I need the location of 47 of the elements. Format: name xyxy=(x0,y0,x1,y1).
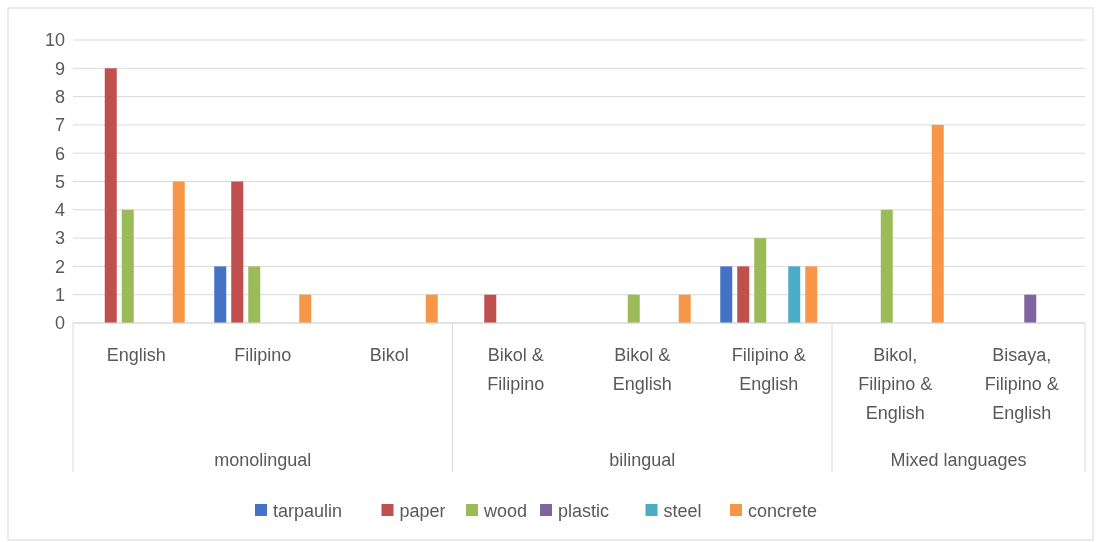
x-tick-label: English xyxy=(106,345,166,365)
legend-label: tarpaulin xyxy=(273,501,343,522)
y-tick-label: 6 xyxy=(54,143,65,164)
y-tick-label: 10 xyxy=(44,30,65,51)
x-tick-label: Bikol, Filipino & English xyxy=(858,345,933,423)
y-tick-label: 7 xyxy=(54,115,65,136)
y-tick-label: 8 xyxy=(54,86,65,107)
text: bilingual xyxy=(609,450,676,470)
bar xyxy=(104,68,117,323)
legend-label: wood xyxy=(483,501,528,522)
bar xyxy=(627,294,640,323)
bar xyxy=(214,266,227,323)
y-tick-label: 4 xyxy=(54,200,65,221)
bar xyxy=(754,238,767,323)
bar xyxy=(931,124,944,323)
x-tick-label: Bikol & Filipino xyxy=(487,345,545,394)
legend-label: concrete xyxy=(748,501,818,522)
bar xyxy=(805,266,818,323)
text: monolingual xyxy=(214,450,312,470)
bar xyxy=(788,266,801,323)
y-tick-label: 9 xyxy=(54,58,65,79)
bar xyxy=(1024,294,1037,323)
bar xyxy=(720,266,733,323)
bar xyxy=(880,209,893,323)
y-tick-label: 5 xyxy=(54,171,65,192)
text: Mixed languages xyxy=(890,450,1027,470)
bar xyxy=(737,266,750,323)
x-tick-label: Bikol xyxy=(369,345,409,365)
bar xyxy=(172,181,185,323)
bar xyxy=(425,294,438,323)
y-tick-label: 2 xyxy=(54,256,65,277)
legend-label: plastic xyxy=(558,501,610,522)
x-tick-label: Bisaya, Filipino & English xyxy=(984,345,1059,423)
x-tick-label: Filipino & English xyxy=(731,345,806,394)
y-tick-label: 1 xyxy=(54,285,65,305)
bar xyxy=(299,294,312,323)
bar xyxy=(231,181,244,323)
legend-label: paper xyxy=(399,501,446,522)
y-tick-label: 0 xyxy=(54,313,65,334)
bar xyxy=(121,209,134,323)
x-tick-label: Filipino xyxy=(234,345,292,365)
legend-label: steel xyxy=(663,501,702,522)
y-tick-label: 3 xyxy=(54,228,65,249)
bar xyxy=(248,266,261,323)
x-tick-label: Bikol & English xyxy=(612,345,672,394)
bar xyxy=(678,294,691,323)
bar xyxy=(484,294,497,323)
